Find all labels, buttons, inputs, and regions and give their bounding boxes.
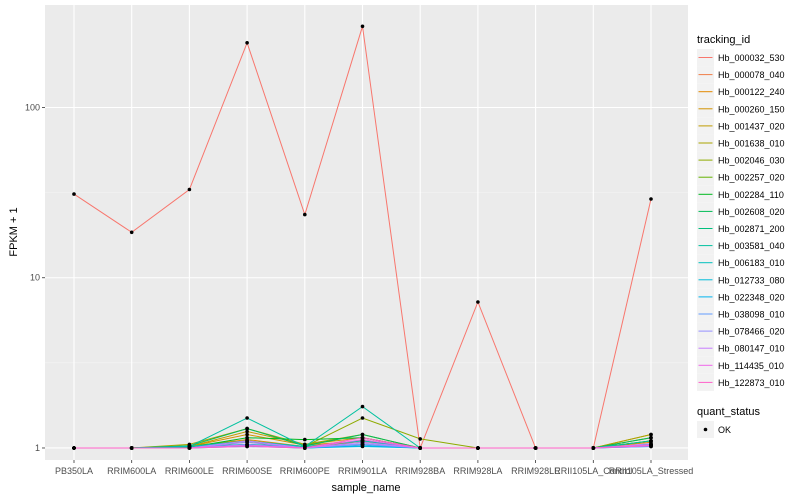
- data-point-Hb_000032_530-7: [476, 300, 480, 304]
- data-point-Hb_002608_020-10: [649, 435, 653, 440]
- data-point-Hb_000032_530-1: [129, 230, 134, 235]
- data-point-Hb_002608_020-5: [360, 432, 365, 437]
- legend-label-13: Hb_012733_080: [718, 275, 785, 285]
- x-tick-label-1: RRIM600LA: [107, 466, 156, 476]
- data-point-Hb_002046_030-5: [360, 416, 365, 420]
- plot-panel: [45, 5, 688, 460]
- data-point-Hb_122873_010-2: [187, 446, 192, 450]
- major-gridlines: [45, 5, 688, 460]
- legend-label-14: Hb_022348_020: [718, 292, 785, 302]
- data-point-Hb_122873_010-9: [591, 446, 596, 450]
- data-point-Hb_122873_010-7: [476, 446, 480, 450]
- x-axis-ticks: PB350LA RRIM600LA RRIM600LE RRIM600SE RRIM60…: [55, 460, 693, 476]
- legend-label-19: Hb_122873_010: [718, 378, 785, 388]
- legend-label-11: Hb_003581_040: [718, 241, 785, 251]
- legend-label-16: Hb_078466_020: [718, 327, 785, 337]
- data-point-Hb_122873_010-4: [303, 446, 307, 450]
- data-point-Hb_122873_010-8: [533, 446, 538, 450]
- y-tick-label-1: 10: [30, 273, 40, 283]
- data-point-Hb_000032_530-10: [649, 197, 653, 201]
- quant-status-legend-title: quant_status: [697, 406, 760, 418]
- data-point-Hb_002284_110-3: [245, 435, 249, 440]
- data-point-Hb_003581_040-5: [360, 404, 365, 409]
- data-point-Hb_000032_530-5: [360, 24, 365, 29]
- x-tick-label-7: RRIM928LA: [453, 466, 502, 476]
- data-point-Hb_080147_010-5: [360, 440, 365, 445]
- legend-label-12: Hb_006183_010: [718, 258, 785, 268]
- x-tick-label-9: RRII105LA_Control: [554, 466, 632, 476]
- data-point-Hb_000032_530-3: [245, 41, 249, 45]
- minor-gridlines: [45, 192, 688, 364]
- legend-label-1: Hb_000078_040: [718, 70, 785, 80]
- data-point-Hb_002608_020-3: [245, 426, 249, 431]
- legend-label-18: Hb_114435_010: [718, 361, 784, 371]
- legend: Hb_000032_530 Hb_000078_040 Hb_000122_240 H…: [697, 49, 785, 391]
- x-tick-label-10: RRII105LA_Stressed: [609, 466, 694, 476]
- x-tick-label-2: RRIM600LE: [165, 466, 214, 476]
- data-point-Hb_122873_010-6: [418, 446, 423, 450]
- legend-label-15: Hb_038098_010: [718, 310, 785, 320]
- data-point-Hb_000032_530-2: [187, 187, 192, 192]
- legend-label-10: Hb_002871_200: [718, 224, 785, 234]
- legend-label-17: Hb_080147_010: [718, 344, 785, 354]
- y-axis-title: FPKM + 1: [8, 207, 20, 256]
- data-point-Hb_000260_150-3: [245, 432, 249, 437]
- data-point-Hb_003581_040-3: [245, 416, 249, 420]
- legend-label-2: Hb_000122_240: [718, 87, 785, 97]
- data-point-Hb_002046_030-6: [418, 437, 423, 441]
- x-tick-label-6: RRIM928BA: [395, 466, 445, 476]
- data-point-Hb_001437_020-3: [245, 429, 249, 434]
- data-point-Hb_122873_010-5: [360, 435, 365, 440]
- legend-title: tracking_id: [697, 34, 750, 46]
- quant-status-ok-label: OK: [718, 425, 731, 435]
- legend-label-7: Hb_002257_020: [718, 173, 785, 183]
- data-point-Hb_001638_010-10: [649, 432, 653, 437]
- legend-label-5: Hb_001638_010: [718, 139, 785, 149]
- x-tick-label-0: PB350LA: [55, 466, 93, 476]
- data-point-Hb_002284_110-4: [303, 437, 307, 442]
- y-axis-ticks: 1 10 100: [25, 102, 45, 453]
- legend-label-4: Hb_001437_020: [718, 121, 785, 131]
- data-point-Hb_000032_530-4: [303, 212, 307, 217]
- data-point-Hb_003581_040-10: [649, 439, 653, 443]
- x-tick-label-5: RRIM901LA: [338, 466, 387, 476]
- quant-status-ok-point: [703, 427, 708, 432]
- x-axis-title: sample_name: [331, 482, 400, 494]
- x-tick-label-3: RRIM600SE: [222, 466, 272, 476]
- legend-label-8: Hb_002284_110: [718, 190, 784, 200]
- data-point-Hb_122873_010-1: [129, 446, 134, 450]
- data-point-Hb_122873_010-0: [72, 446, 76, 450]
- legend-label-0: Hb_000032_530: [718, 53, 785, 63]
- data-point-Hb_000032_530-0: [72, 192, 76, 196]
- x-tick-label-8: RRIM928LE: [511, 466, 560, 476]
- data-point-Hb_080147_010-3: [245, 439, 249, 443]
- y-tick-label-2: 100: [25, 102, 40, 112]
- x-tick-label-4: RRIM600PE: [280, 466, 330, 476]
- legend-label-3: Hb_000260_150: [718, 104, 785, 114]
- legend-label-6: Hb_002046_030: [718, 156, 785, 166]
- data-point-Hb_122873_010-3: [245, 444, 249, 449]
- y-tick-label-0: 1: [35, 443, 40, 453]
- series-points: [72, 24, 653, 450]
- data-point-Hb_122873_010-10: [649, 444, 653, 448]
- legend-label-9: Hb_002608_020: [718, 207, 785, 217]
